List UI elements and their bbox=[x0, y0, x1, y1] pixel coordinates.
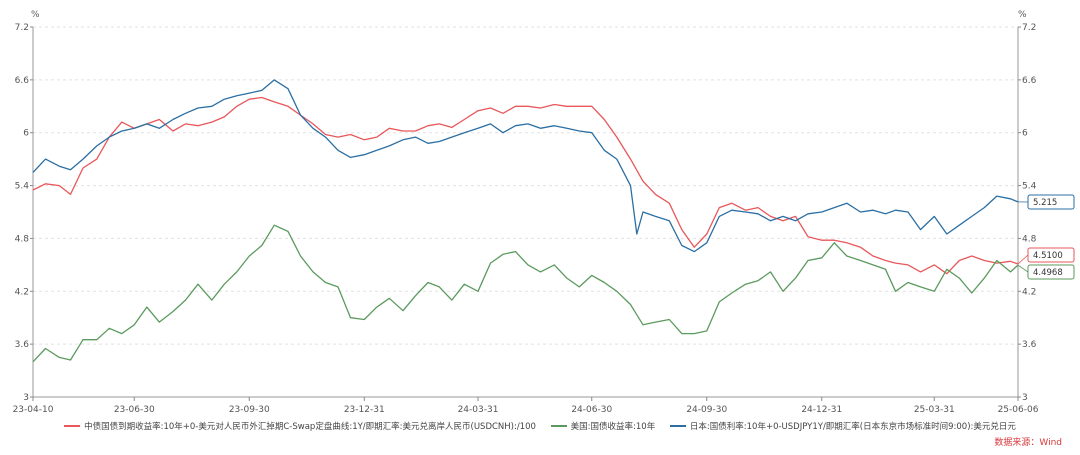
y-tick-right: 4.8 bbox=[1022, 234, 1037, 244]
legend-item-jp-spread[interactable]: 日本:国债利率:10年+0-USDJPY1Y/即期汇率(日本东京市场标准时间9:… bbox=[669, 420, 1016, 432]
x-tick-label: 24-12-31 bbox=[801, 405, 842, 415]
y-tick-left: 4.8 bbox=[15, 234, 30, 244]
end-labels: 5.215 4.5100 4.4968 bbox=[1017, 194, 1075, 280]
series-line-us-10y bbox=[32, 224, 1019, 363]
legend-swatch-green bbox=[550, 425, 567, 427]
series-line-cn-spread bbox=[32, 96, 1019, 275]
y-tick-left: 3 bbox=[23, 393, 29, 403]
legend-swatch-red bbox=[64, 425, 81, 427]
y-tick-left: 7.2 bbox=[15, 23, 29, 33]
y-tick-left: 6 bbox=[23, 129, 29, 139]
end-value-label: 5.215 bbox=[1033, 198, 1057, 208]
grid-lines bbox=[33, 26, 1018, 345]
axes: % % 3 3 3.6 3.6 4.2 4.2 4.8 4.8 5.4 5.4 6 6 6.6 6.6 7.… bbox=[13, 10, 1039, 415]
series-lines bbox=[32, 79, 1019, 363]
end-label-leader bbox=[1017, 264, 1029, 273]
x-tick-label: 23-06-30 bbox=[114, 405, 155, 415]
y-tick-left: 6.6 bbox=[15, 76, 30, 86]
x-tick-label: 24-06-30 bbox=[571, 405, 612, 415]
end-label-box bbox=[1027, 194, 1075, 210]
end-label-box bbox=[1027, 247, 1075, 263]
x-tick-label: 23-12-31 bbox=[344, 405, 385, 415]
series-line-jp-spread bbox=[32, 79, 1019, 253]
y-tick-right: 3.6 bbox=[1022, 340, 1037, 350]
legend-item-us-10y[interactable]: 美国:国债收益率:10年 bbox=[550, 420, 656, 432]
y-tick-right: 6 bbox=[1022, 129, 1028, 139]
source-label: 数据来源：Wind bbox=[994, 438, 1062, 448]
y-tick-left: 4.2 bbox=[15, 287, 29, 297]
y-tick-right: 5.4 bbox=[1022, 182, 1037, 192]
right-unit-label: % bbox=[1018, 10, 1027, 20]
legend-swatch-blue bbox=[669, 425, 686, 427]
line-chart: % % 3 3 3.6 3.6 4.2 4.2 4.8 4.8 5.4 5.4 6 6 6.6 6.6 7.… bbox=[13, 10, 1075, 415]
y-tick-right: 3 bbox=[1022, 393, 1028, 403]
left-unit-label: % bbox=[31, 10, 40, 20]
y-tick-left: 3.6 bbox=[15, 340, 30, 350]
legend-label: 日本:国债利率:10年+0-USDJPY1Y/即期汇率(日本东京市场标准时间9:… bbox=[689, 422, 1016, 432]
x-tick-label: 25-03-31 bbox=[914, 405, 955, 415]
x-tick-label: 23-04-10 bbox=[13, 405, 54, 415]
x-tick-label: 24-09-30 bbox=[686, 405, 727, 415]
legend: 中债国债到期收益率:10年+0-美元对人民币外汇掉期C-Swap定盘曲线:1Y/… bbox=[0, 420, 1080, 432]
x-tick-label: 25-06-06 bbox=[998, 405, 1039, 415]
end-label-leader bbox=[1017, 254, 1029, 265]
y-tick-right: 4.2 bbox=[1022, 287, 1036, 297]
legend-label: 中债国债到期收益率:10年+0-美元对人民币外汇掉期C-Swap定盘曲线:1Y/… bbox=[84, 422, 536, 432]
y-tick-left: 5.4 bbox=[15, 182, 30, 192]
end-value-label: 4.5100 bbox=[1033, 251, 1063, 261]
end-label-box bbox=[1027, 264, 1075, 280]
end-value-label: 4.4968 bbox=[1033, 268, 1063, 278]
x-tick-label: 24-03-31 bbox=[458, 405, 499, 415]
y-tick-right: 6.6 bbox=[1022, 76, 1037, 86]
x-tick-label: 23-09-30 bbox=[229, 405, 270, 415]
y-tick-right: 7.2 bbox=[1022, 23, 1036, 33]
legend-label: 美国:国债收益率:10年 bbox=[570, 422, 656, 432]
legend-item-cn-spread[interactable]: 中债国债到期收益率:10年+0-美元对人民币外汇掉期C-Swap定盘曲线:1Y/… bbox=[64, 420, 536, 432]
